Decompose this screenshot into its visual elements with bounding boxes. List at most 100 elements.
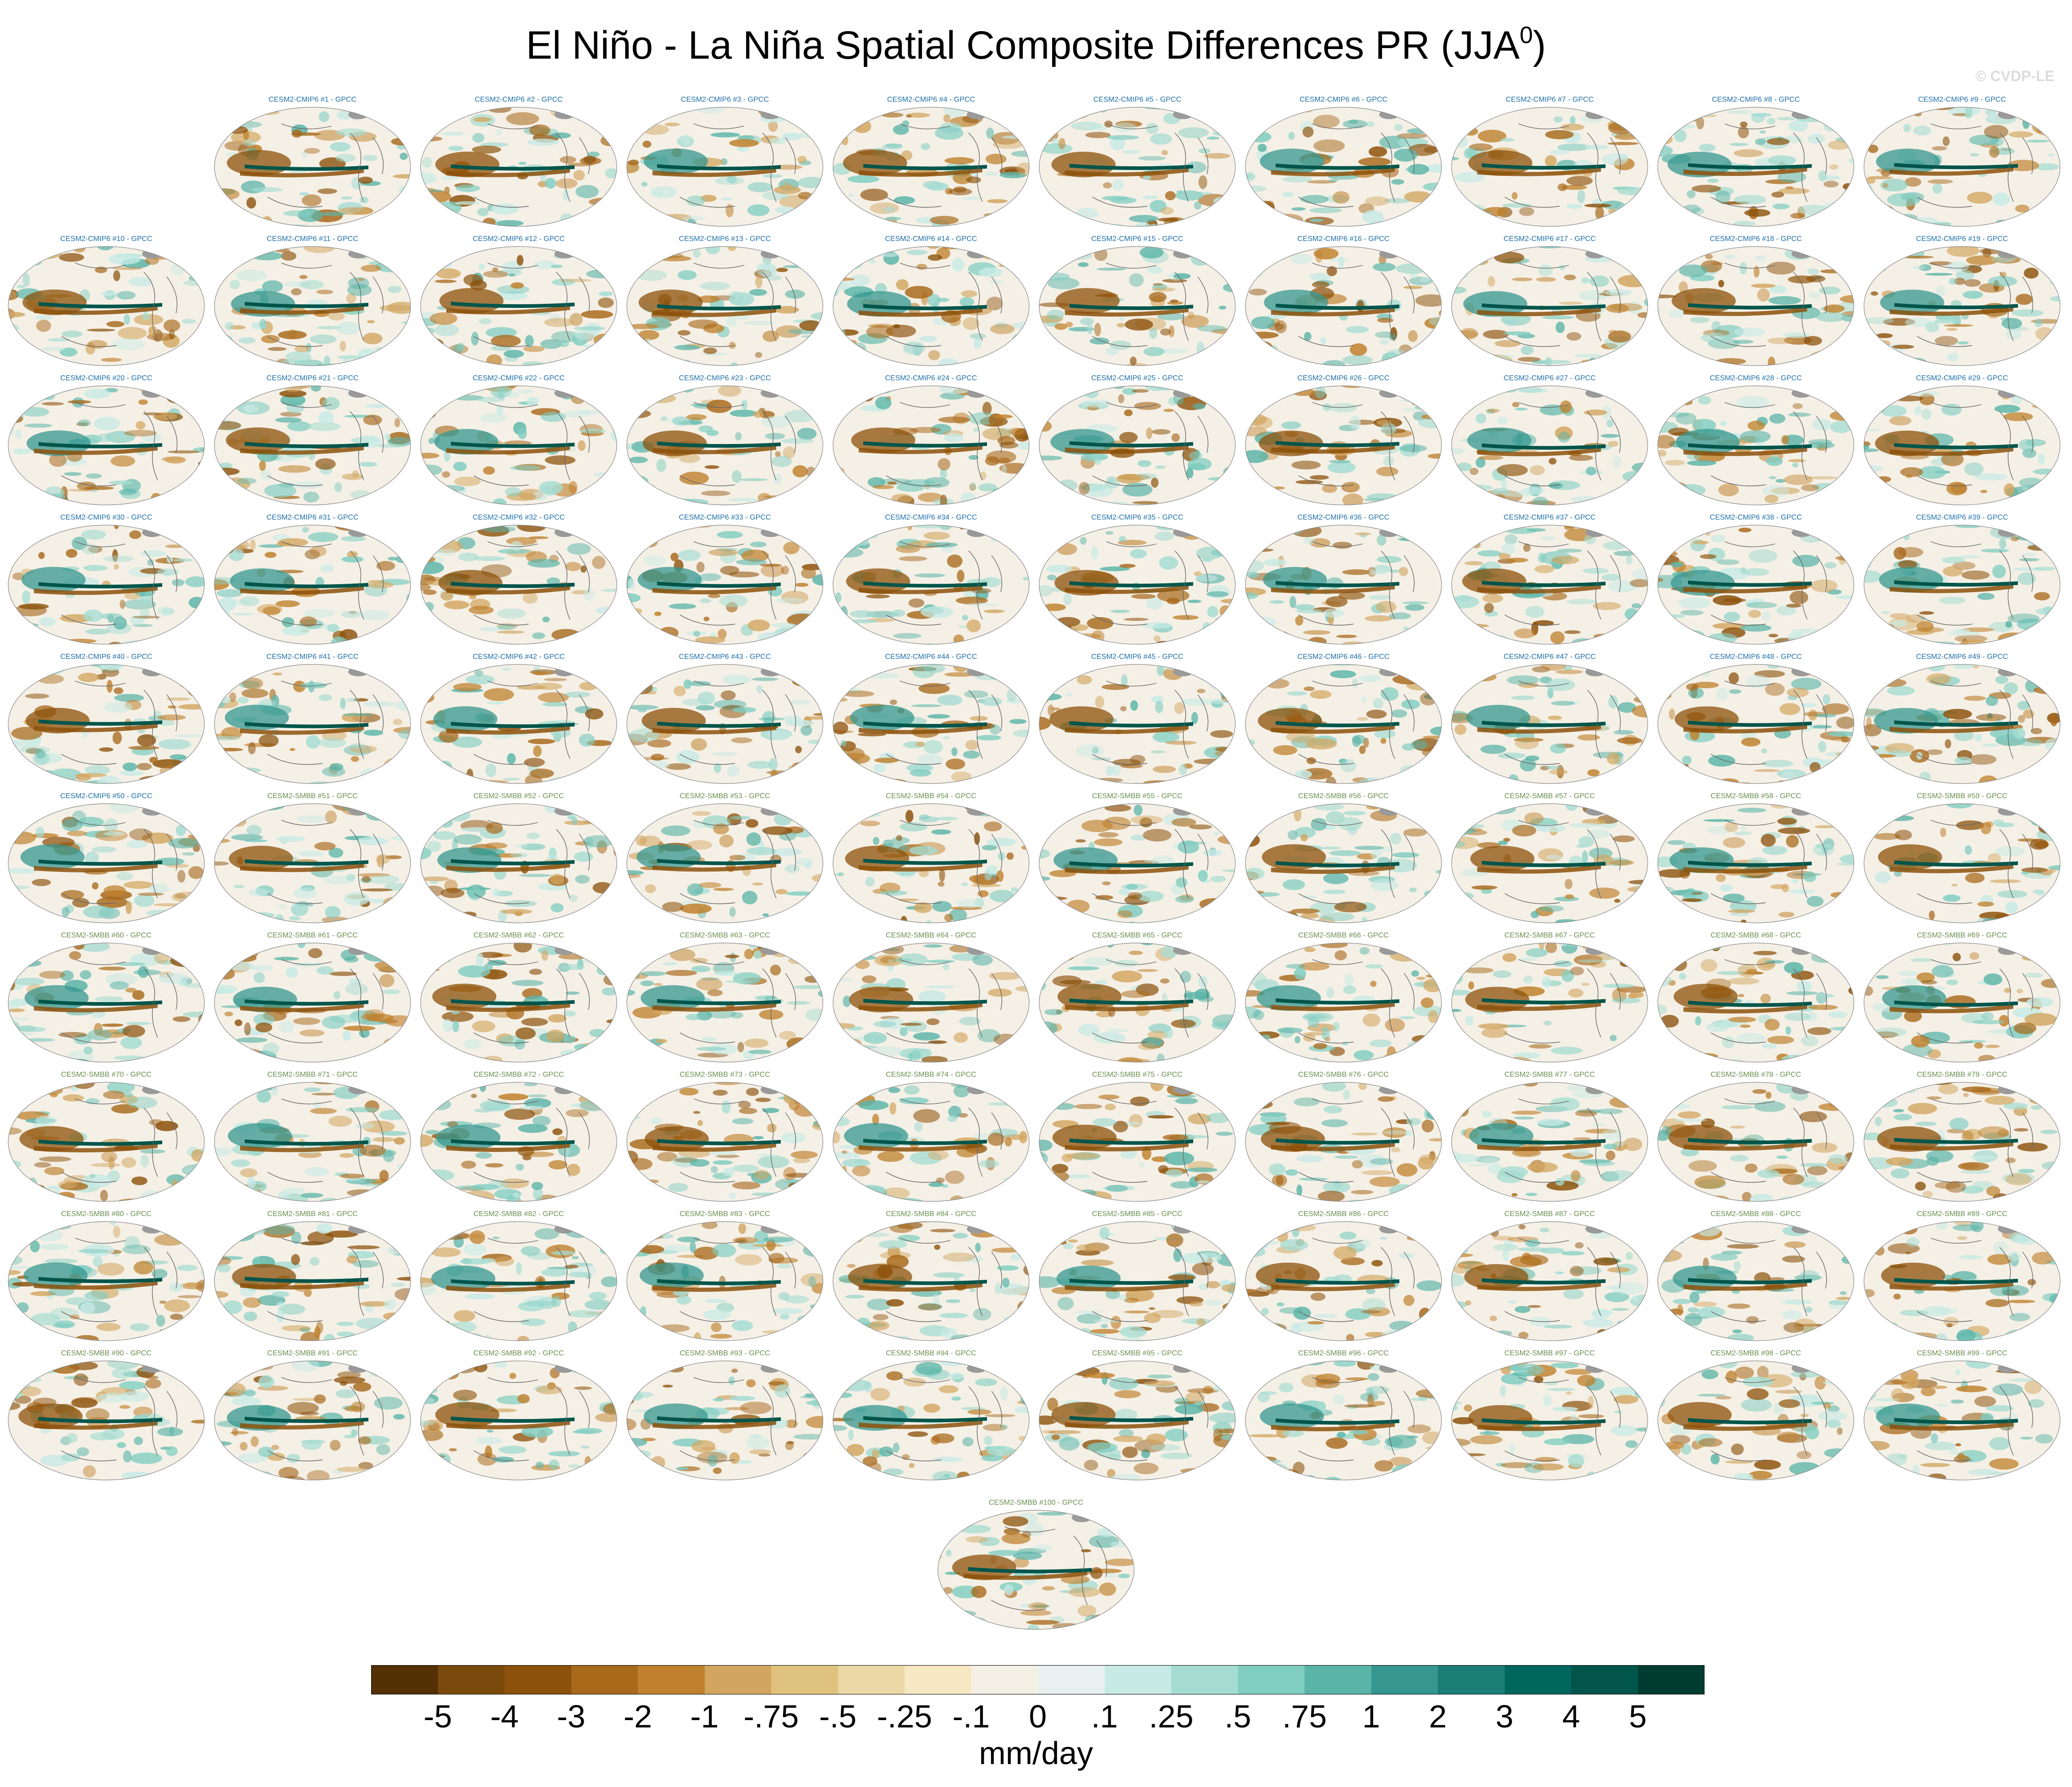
anomaly-blob xyxy=(798,491,821,495)
panel-title: CESM2-CMIP6 #43 - GPCC xyxy=(679,653,771,661)
anomaly-blob xyxy=(597,297,614,308)
anomaly-blob xyxy=(1538,848,1563,862)
coastline xyxy=(680,402,796,487)
precip-anomaly-map xyxy=(214,107,411,227)
anomaly-blob xyxy=(1219,482,1235,488)
anomaly-blob xyxy=(1839,854,1854,864)
anomaly-blob xyxy=(1864,263,1876,270)
anomaly-blob xyxy=(1766,118,1776,125)
coastline xyxy=(1504,680,1621,765)
anomaly-blob xyxy=(1613,533,1620,539)
anomaly-blob xyxy=(1995,675,2008,684)
anomaly-blob xyxy=(1740,624,1772,632)
anomaly-blob xyxy=(1986,718,1997,722)
anomaly-blob xyxy=(1584,409,1607,416)
anomaly-blob xyxy=(2027,811,2052,824)
anomaly-blob xyxy=(1808,133,1825,144)
anomaly-blob xyxy=(679,943,691,948)
anomaly-blob xyxy=(478,263,485,270)
anomaly-blob xyxy=(1077,675,1092,685)
anomaly-blob xyxy=(1206,137,1220,140)
anomaly-blob xyxy=(1658,682,1673,696)
anomaly-blob xyxy=(1289,808,1296,812)
west-pacific-anomaly xyxy=(1055,288,1120,314)
panel-title: CESM2-CMIP6 #9 - GPCC xyxy=(1918,96,2006,104)
title-superscript: 0 xyxy=(1519,22,1533,49)
anomaly-blob xyxy=(746,847,777,855)
anomaly-blob xyxy=(87,329,115,332)
map-outline xyxy=(626,525,823,645)
anomaly-blob xyxy=(1491,488,1510,495)
anomaly-blob xyxy=(1540,536,1556,541)
west-pacific-anomaly xyxy=(1468,150,1533,176)
anomaly-blob xyxy=(1423,164,1442,173)
anomaly-blob xyxy=(817,359,823,366)
anomaly-blob xyxy=(39,970,66,979)
anomaly-blob xyxy=(1566,204,1583,209)
anomaly-blob xyxy=(424,602,434,612)
anomaly-blob xyxy=(854,526,872,539)
anomaly-blob xyxy=(1206,591,1229,597)
anomaly-blob xyxy=(1577,734,1600,741)
anomaly-blob xyxy=(1527,528,1546,532)
anomaly-blob xyxy=(1288,132,1295,140)
anomaly-blob xyxy=(421,583,431,592)
anomaly-blob xyxy=(1707,826,1732,834)
anomaly-blob xyxy=(101,357,122,362)
anomaly-blob xyxy=(1740,567,1747,574)
map-outline xyxy=(420,107,617,227)
map-outline xyxy=(833,664,1030,784)
anomaly-blob xyxy=(2034,318,2043,327)
anomaly-blob xyxy=(800,725,812,736)
anomaly-blob xyxy=(1988,276,2017,287)
anomaly-blob xyxy=(1977,901,1994,907)
anomaly-blob xyxy=(833,825,838,828)
anomaly-blob xyxy=(1210,667,1235,673)
equatorial-dry-band xyxy=(652,585,776,595)
anomaly-blob xyxy=(367,581,394,588)
anomaly-blob xyxy=(542,702,568,707)
anomaly-blob xyxy=(1343,811,1366,816)
anomaly-blob xyxy=(701,490,731,496)
anomaly-blob xyxy=(125,987,137,993)
anomaly-blob xyxy=(1838,247,1854,249)
map-outline xyxy=(1864,107,2061,227)
anomaly-blob xyxy=(560,213,574,225)
anomaly-blob xyxy=(1322,360,1346,366)
anomaly-blob xyxy=(438,388,467,391)
anomaly-blob xyxy=(1803,336,1822,346)
anomaly-blob xyxy=(1146,597,1163,610)
anomaly-blob xyxy=(1740,430,1771,443)
anomaly-blob xyxy=(1723,837,1745,848)
anomaly-blob xyxy=(304,148,320,154)
anomaly-blob xyxy=(1556,322,1565,333)
anomaly-blob xyxy=(278,465,311,473)
anomaly-blob xyxy=(1512,402,1519,407)
anomaly-blob xyxy=(236,778,242,784)
anomaly-blob xyxy=(544,318,574,327)
equatorial-dry-band xyxy=(1271,307,1395,317)
anomaly-blob xyxy=(1374,386,1394,389)
equatorial-wet-band xyxy=(245,859,368,866)
anomaly-blob xyxy=(943,736,950,740)
anomaly-blob xyxy=(676,750,700,764)
anomaly-blob xyxy=(333,991,341,1000)
coastline xyxy=(473,680,590,765)
greenland-mask xyxy=(1998,249,2018,258)
anomaly-blob xyxy=(471,145,501,154)
anomaly-blob xyxy=(1140,247,1164,259)
anomaly-blob xyxy=(698,425,713,433)
anomaly-blob xyxy=(13,977,45,986)
title-close: ) xyxy=(1533,23,1546,67)
anomaly-blob xyxy=(1294,808,1302,822)
anomaly-blob xyxy=(1984,125,2009,139)
anomaly-blob xyxy=(885,217,901,220)
anomaly-blob xyxy=(453,461,467,471)
anomaly-blob xyxy=(575,875,590,884)
equatorial-dry-band xyxy=(652,862,776,872)
anomaly-blob xyxy=(1047,704,1054,716)
anomaly-blob xyxy=(857,733,886,737)
map-outline xyxy=(214,246,411,366)
anomaly-blob xyxy=(1770,804,1790,809)
anomaly-blob xyxy=(1542,315,1574,319)
